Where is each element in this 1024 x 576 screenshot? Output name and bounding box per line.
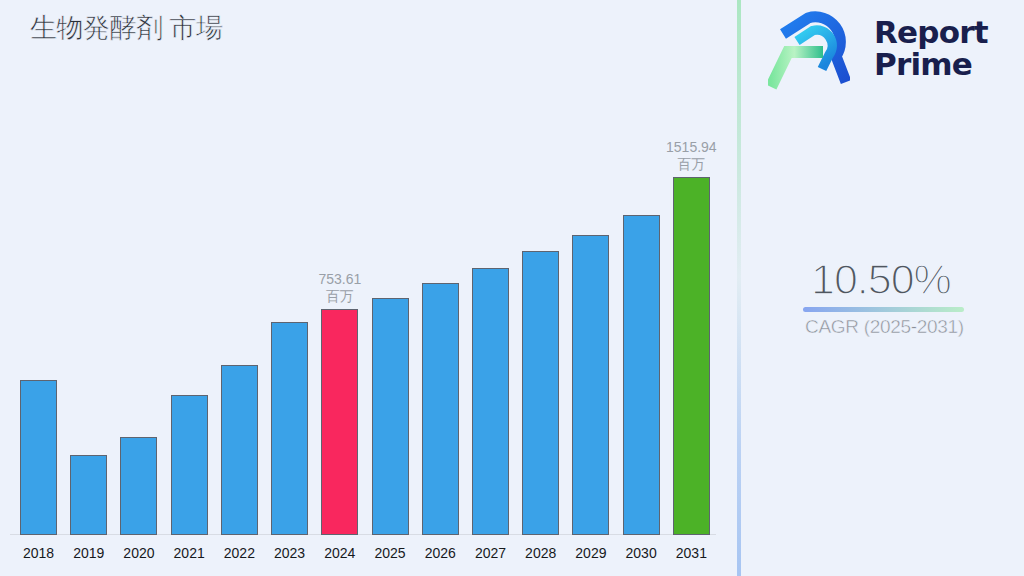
- bar-2027: [472, 268, 509, 535]
- brand-line2: Prime: [874, 48, 988, 80]
- data-label-2031: 1515.94百万: [646, 139, 736, 173]
- x-axis-line: [10, 534, 716, 535]
- vertical-divider: [737, 0, 741, 576]
- bar-2023: [271, 322, 308, 535]
- report-prime-logo-icon: [768, 11, 850, 93]
- bar-2031: [673, 177, 710, 535]
- bar-2020: [120, 437, 157, 535]
- cagr-underline: [803, 307, 964, 312]
- bar-2030: [623, 215, 660, 535]
- bar-2024: [321, 309, 358, 535]
- brand-name: Report Prime: [874, 16, 988, 80]
- bar-2018: [20, 380, 57, 535]
- cagr-value: 10.50%: [811, 255, 951, 304]
- cagr-label: CAGR (2025-2031): [805, 316, 964, 338]
- bar-2026: [422, 283, 459, 535]
- bar-2025: [372, 298, 409, 535]
- page-title: 生物発酵剤 市場: [30, 10, 223, 46]
- bar-2029: [572, 235, 609, 535]
- page: 生物発酵剤 市場: [0, 0, 1024, 576]
- bar-2028: [522, 251, 559, 535]
- data-label-2024: 753.61百万: [295, 271, 385, 305]
- bar-2022: [221, 365, 258, 535]
- x-axis-label-2031: 2031: [661, 545, 721, 561]
- bar-2021: [171, 395, 208, 535]
- brand-line1: Report: [874, 16, 988, 48]
- bar-2019: [70, 455, 107, 535]
